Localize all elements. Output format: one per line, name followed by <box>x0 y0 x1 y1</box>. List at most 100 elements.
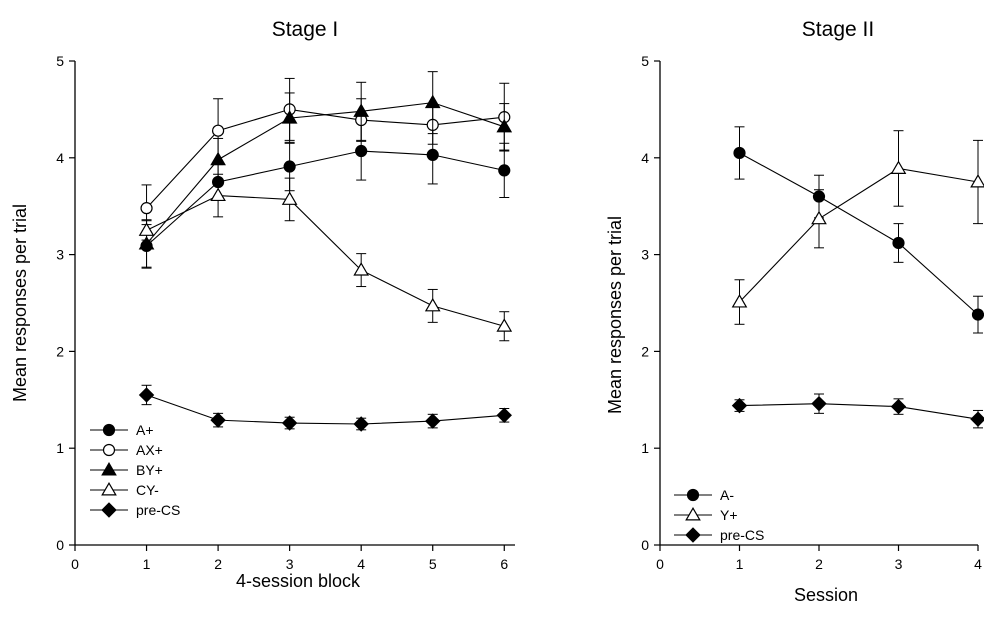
legend-label-AX+: AX+ <box>136 442 163 458</box>
data-point-CY- <box>138 222 155 236</box>
chart-1-x-tick-label: 2 <box>214 556 222 572</box>
data-point-CY- <box>281 191 298 205</box>
data-point-pre-CS <box>353 416 369 432</box>
chart-1-series-pre-CS <box>138 384 512 432</box>
data-point-BY+ <box>353 103 370 117</box>
chart-1-y-tick-label: 0 <box>56 537 64 553</box>
data-point-pre-CS <box>210 412 226 428</box>
data-point-Y+ <box>890 160 907 174</box>
chart-1-title: Stage I <box>272 18 339 41</box>
series-line-pre-CS <box>146 394 505 425</box>
chart-1-x-tick-label: 6 <box>500 556 508 572</box>
data-point-Y+ <box>731 294 748 308</box>
data-point-A+ <box>355 144 368 158</box>
legend-marker-pre-CS <box>101 502 117 518</box>
data-point-A+ <box>426 148 439 161</box>
chart-2-x-tick-label: 2 <box>815 556 823 572</box>
chart-2-y-tick-label: 4 <box>641 150 649 166</box>
chart-1-legend: A+ AX+ BY+ CY-pre-CS <box>90 422 180 518</box>
data-point-CY- <box>353 262 370 276</box>
chart-1-y-tick-label: 2 <box>56 343 64 359</box>
chart-2-x-tick-label: 1 <box>736 556 744 572</box>
chart-1-x-tick-label: 0 <box>71 556 79 572</box>
chart-2-y-tick-label: 1 <box>641 440 649 456</box>
chart-2-x-tick-label: 3 <box>895 556 903 572</box>
chart-2-series-Y+ <box>731 130 984 325</box>
series-line-A+ <box>146 150 505 247</box>
legend-marker-BY+ <box>101 462 117 476</box>
chart-2-x-tick-label: 0 <box>656 556 664 572</box>
data-point-BY+ <box>424 94 441 109</box>
data-point-A- <box>892 236 905 250</box>
chart-1-y-axis-label: Mean responses per trial <box>10 204 30 402</box>
data-point-CY- <box>210 187 226 202</box>
chart-1: Stage I 4-session block Mean responses per… <box>10 18 515 591</box>
chart-2-x-tick-label: 4 <box>974 556 982 572</box>
chart-1-series-AX+ <box>140 77 511 232</box>
chart-2-y-axis-label: Mean responses per trial <box>605 216 625 414</box>
series-line-Y+ <box>739 167 979 303</box>
chart-1-y-tick-label: 5 <box>56 53 64 69</box>
legend-label-BY+: BY+ <box>136 462 163 478</box>
chart-2-x-axis-label: Session <box>794 585 858 605</box>
chart-1-series-A+ <box>140 121 511 268</box>
chart-1-x-tick-label: 4 <box>357 556 365 572</box>
data-point-BY+ <box>496 118 513 133</box>
data-point-A+ <box>498 164 511 177</box>
series-line-A- <box>739 152 979 316</box>
legend-marker-Y+ <box>685 507 701 521</box>
legend-marker-CY- <box>101 482 117 496</box>
data-point-BY+ <box>138 235 155 250</box>
data-point-pre-CS <box>496 407 512 423</box>
chart-2: Stage II Session Mean responses per trial 0… <box>605 18 984 605</box>
chart-2-y-tick-label: 2 <box>641 343 649 359</box>
chart-2-y-tick-label: 5 <box>641 53 649 69</box>
chart-2-y-tick-label: 0 <box>641 537 649 553</box>
chart-2-series-A- <box>733 126 984 334</box>
legend-marker-A- <box>686 488 700 502</box>
chart-2-legend: A- Y+ pre-CS <box>674 487 764 543</box>
data-point-AX+ <box>211 124 225 137</box>
chart-1-x-tick-label: 5 <box>429 556 437 572</box>
series-line-CY- <box>146 194 505 327</box>
chart-1-y-tick-label: 1 <box>56 440 64 456</box>
data-point-pre-CS <box>811 395 827 412</box>
legend-label-A+: A+ <box>136 422 154 438</box>
data-point-BY+ <box>281 110 298 124</box>
chart-2-series-pre-CS <box>731 393 984 429</box>
data-point-pre-CS <box>890 398 907 415</box>
chart-2-title: Stage II <box>802 18 874 41</box>
data-point-A- <box>733 146 746 160</box>
data-point-Y+ <box>970 174 984 188</box>
data-point-CY- <box>424 297 441 312</box>
data-point-BY+ <box>210 151 226 166</box>
legend-marker-A+ <box>102 423 116 437</box>
series-line-pre-CS <box>739 403 979 420</box>
data-point-A+ <box>283 160 296 173</box>
chart-1-series-BY+ <box>138 71 513 269</box>
data-point-pre-CS <box>281 415 298 431</box>
data-point-AX+ <box>140 202 153 215</box>
legend-label-CY-: CY- <box>136 482 159 498</box>
chart-1-series-CY- <box>138 173 513 342</box>
legend-label-pre-CS: pre-CS <box>720 527 764 543</box>
legend-marker-AX+ <box>102 443 116 457</box>
legend-label-Y+: Y+ <box>720 507 738 523</box>
data-point-A- <box>971 308 984 321</box>
data-point-pre-CS <box>425 413 441 429</box>
chart-1-x-tick-label: 3 <box>286 556 294 572</box>
data-point-CY- <box>496 318 513 332</box>
legend-marker-pre-CS <box>685 527 701 543</box>
chart-1-x-axis-label: 4-session block <box>236 571 361 591</box>
data-point-pre-CS <box>970 411 984 427</box>
legend-label-pre-CS: pre-CS <box>136 502 180 518</box>
data-point-pre-CS <box>138 387 155 403</box>
chart-1-y-tick-label: 3 <box>56 247 64 263</box>
chart-1-x-tick-label: 1 <box>143 556 151 572</box>
legend-label-A-: A- <box>720 487 734 503</box>
series-line-BY+ <box>146 102 505 245</box>
chart-2-y-tick-label: 3 <box>641 247 649 263</box>
data-point-Y+ <box>811 210 827 225</box>
data-point-pre-CS <box>731 397 748 414</box>
